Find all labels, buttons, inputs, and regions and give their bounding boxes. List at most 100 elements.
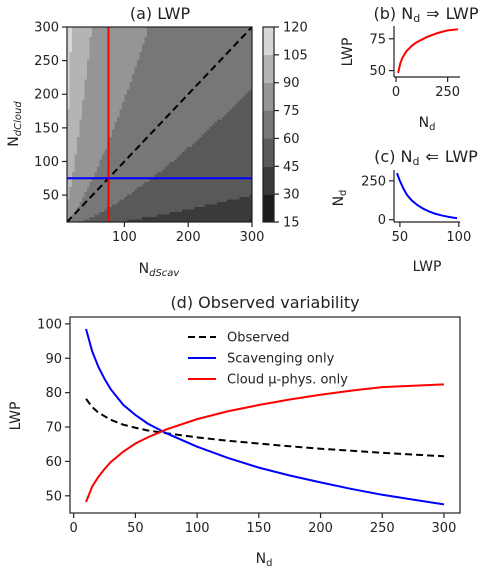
- contour-cell: [157, 114, 160, 118]
- contour-cell: [224, 127, 228, 130]
- contour-cell: [204, 214, 208, 218]
- contour-cell: [114, 219, 118, 222]
- contour-cell: [159, 187, 163, 190]
- contour-cell: [77, 52, 80, 55]
- contour-cell: [117, 69, 120, 73]
- contour-cell: [219, 52, 223, 55]
- contour-cell: [169, 97, 173, 100]
- contour-cell: [112, 129, 115, 133]
- contour-cell: [219, 197, 223, 200]
- contour-cell: [67, 112, 70, 115]
- contour-cell: [174, 89, 178, 93]
- contour-cell: [152, 59, 155, 63]
- contour-cell: [147, 202, 150, 205]
- contour-cell: [197, 44, 200, 48]
- contour-cell: [169, 132, 173, 135]
- contour-cell: [217, 152, 220, 155]
- contour-cell: [197, 27, 200, 30]
- contour-cell: [122, 47, 125, 50]
- contour-cell: [122, 52, 125, 55]
- contour-cell: [209, 114, 213, 118]
- contour-cell: [109, 129, 113, 133]
- contour-cell: [194, 157, 198, 160]
- contour-cell: [184, 99, 188, 103]
- contour-cell: [139, 127, 143, 130]
- contour-cell: [87, 27, 90, 30]
- contour-cell: [129, 144, 133, 148]
- contour-cell: [204, 112, 208, 115]
- contour-cell: [214, 132, 218, 135]
- contour-cell: [219, 174, 223, 178]
- contour-cell: [169, 84, 173, 88]
- contour-cell: [179, 57, 183, 60]
- contour-cell: [184, 87, 188, 90]
- contour-cell: [222, 109, 225, 113]
- contour-cell: [92, 142, 95, 145]
- contour-cell: [219, 199, 223, 203]
- contour-cell: [87, 37, 90, 40]
- contour-cell: [187, 149, 190, 153]
- contour-cell: [72, 44, 75, 48]
- contour-cell: [102, 64, 105, 68]
- contour-cell: [97, 212, 100, 215]
- contour-cell: [209, 52, 213, 55]
- contour-cell: [164, 89, 168, 93]
- contour-cell: [134, 49, 138, 53]
- contour-cell: [109, 174, 113, 178]
- contour-cell: [179, 169, 183, 173]
- contour-cell: [97, 172, 100, 175]
- contour-cell: [172, 57, 175, 60]
- contour-cell: [134, 97, 138, 100]
- contour-cell: [89, 217, 93, 220]
- contour-cell: [77, 202, 80, 205]
- contour-cell: [209, 184, 213, 188]
- contour-cell: [202, 182, 205, 185]
- contour-cell: [84, 167, 88, 170]
- contour-cell: [74, 194, 78, 198]
- contour-cell: [184, 139, 188, 143]
- contour-cell: [127, 74, 130, 78]
- contour-cell: [197, 29, 200, 33]
- contour-cell: [167, 77, 170, 80]
- contour-cell: [162, 37, 165, 40]
- contour-cell: [132, 89, 135, 93]
- contour-cell: [82, 157, 85, 160]
- contour-cell: [212, 129, 215, 133]
- contour-cell: [214, 59, 218, 63]
- contour-cell: [207, 189, 210, 193]
- contour-cell: [179, 159, 183, 163]
- contour-cell: [112, 174, 115, 178]
- contour-cell: [147, 124, 150, 128]
- contour-cell: [69, 184, 73, 188]
- contour-cell: [69, 122, 73, 125]
- contour-cell: [74, 112, 78, 115]
- contour-cell: [112, 109, 115, 113]
- contour-cell: [217, 117, 220, 120]
- contour-cell: [97, 32, 100, 35]
- contour-cell: [139, 184, 143, 188]
- contour-cell: [99, 124, 103, 128]
- contour-cell: [139, 109, 143, 113]
- contour-cell: [202, 202, 205, 205]
- contour-cell: [197, 162, 200, 165]
- contour-cell: [152, 29, 155, 33]
- contour-cell: [184, 32, 188, 35]
- contour-cell: [187, 189, 190, 193]
- contour-cell: [172, 112, 175, 115]
- contour-cell: [217, 212, 220, 215]
- contour-cell: [154, 209, 158, 213]
- contour-cell: [172, 217, 175, 220]
- contour-cell: [204, 32, 208, 35]
- contour-cell: [92, 47, 95, 50]
- contour-cell: [219, 77, 223, 80]
- contour-cell: [127, 204, 130, 208]
- contour-cell: [67, 214, 70, 218]
- contour-cell: [204, 107, 208, 110]
- contour-cell: [142, 212, 145, 215]
- contour-cell: [114, 157, 118, 160]
- contour-cell: [144, 189, 148, 193]
- contour-cell: [172, 214, 175, 218]
- contour-cell: [202, 137, 205, 140]
- contour-cell: [112, 219, 115, 222]
- contour-cell: [212, 47, 215, 50]
